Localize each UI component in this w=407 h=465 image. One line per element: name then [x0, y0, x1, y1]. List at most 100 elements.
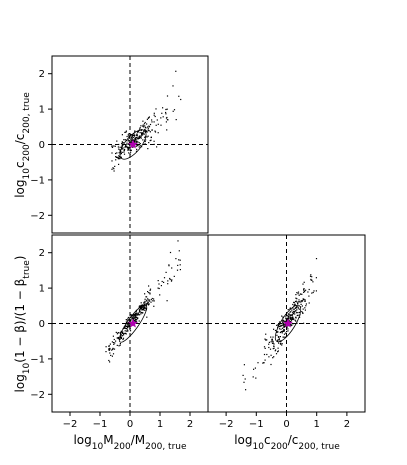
scatter-point — [169, 251, 172, 254]
scatter-point — [129, 153, 131, 155]
scatter-point — [122, 142, 124, 144]
scatter-point — [313, 290, 315, 292]
scatter-point — [127, 318, 129, 320]
scatter-point — [129, 330, 132, 332]
scatter-point — [297, 307, 299, 309]
scatter-point — [282, 327, 284, 329]
scatter-point — [118, 345, 120, 347]
scatter-point — [294, 319, 296, 321]
scatter-point — [113, 342, 115, 344]
scatter-point — [290, 311, 292, 313]
scatter-point — [172, 110, 174, 112]
scatter-point — [162, 116, 164, 118]
scatter-point — [277, 331, 279, 333]
scatter-point — [136, 140, 138, 143]
scatter-point — [147, 298, 149, 300]
scatter-point — [135, 136, 137, 139]
scatter-point — [315, 258, 318, 260]
scatter-point — [289, 307, 291, 309]
scatter-point — [130, 134, 132, 136]
scatter-point — [148, 126, 151, 128]
scatter-point — [153, 298, 155, 300]
scatter-point — [123, 139, 125, 141]
scatter-point — [150, 136, 152, 138]
scatter-point — [120, 334, 122, 336]
scatter-point — [168, 265, 170, 267]
scatter-point — [303, 281, 305, 283]
scatter-point — [151, 119, 153, 121]
scatter-point — [139, 127, 141, 129]
scatter-point — [266, 353, 268, 356]
scatter-point — [253, 368, 255, 370]
scatter-point — [140, 313, 142, 315]
scatter-point — [111, 168, 113, 170]
scatter-point — [295, 310, 297, 312]
x-tick-label: −2 — [219, 419, 234, 430]
scatter-point — [286, 330, 288, 333]
x-tick-label: 1 — [157, 419, 163, 430]
scatter-point — [142, 126, 145, 128]
scatter-point — [287, 330, 289, 332]
scatter-point — [310, 278, 312, 280]
scatter-point — [117, 158, 119, 160]
scatter-point — [278, 338, 280, 340]
scatter-point — [179, 269, 181, 271]
scatter-point — [292, 311, 294, 313]
scatter-point — [257, 362, 259, 364]
scatter-point — [128, 143, 130, 145]
scatter-point — [148, 303, 150, 305]
scatter-point — [298, 299, 300, 301]
scatter-point — [300, 300, 302, 302]
scatter-point — [127, 147, 129, 150]
scatter-point — [151, 129, 153, 131]
scatter-point — [115, 340, 117, 342]
scatter-point — [294, 303, 296, 305]
scatter-point — [131, 138, 133, 140]
scatter-point — [300, 303, 302, 305]
scatter-point — [166, 119, 168, 121]
scatter-point — [145, 305, 147, 307]
scatter-point — [167, 280, 169, 282]
scatter-point — [158, 283, 160, 285]
scatter-point — [128, 147, 130, 149]
scatter-point — [116, 152, 118, 154]
scatter-point — [302, 312, 304, 314]
scatter-point — [303, 288, 305, 291]
scatter-point — [118, 152, 120, 154]
scatter-point — [171, 279, 173, 281]
scatter-point — [137, 313, 139, 315]
scatter-point — [284, 336, 287, 338]
scatter-point — [113, 170, 115, 172]
scatter-point — [297, 312, 299, 314]
scatter-point — [151, 121, 153, 123]
scatter-point — [179, 259, 181, 261]
scatter-point — [145, 307, 147, 309]
scatter-point — [283, 329, 285, 331]
scatter-point — [298, 311, 300, 313]
scatter-point — [148, 285, 150, 287]
scatter-point — [149, 140, 151, 142]
y-tick-label: −2 — [30, 390, 45, 401]
scatter-point — [285, 332, 287, 334]
scatter-point — [147, 135, 149, 137]
x-ticks: −2 −1 0 1 2 — [63, 412, 193, 430]
scatter-point — [114, 342, 116, 344]
scatter-point — [173, 109, 176, 111]
scatter-point — [148, 116, 150, 118]
scatter-point — [125, 321, 127, 323]
scatter-point — [297, 306, 299, 308]
scatter-point — [133, 134, 136, 136]
scatter-point — [133, 313, 135, 316]
scatter-point — [136, 133, 138, 135]
scatter-point — [277, 351, 279, 353]
scatter-points — [105, 240, 181, 363]
scatter-point — [305, 289, 307, 291]
scatter-point — [136, 145, 138, 147]
scatter-point — [273, 328, 275, 330]
scatter-point — [293, 308, 295, 310]
scatter-point — [165, 113, 167, 115]
scatter-point — [132, 146, 134, 148]
scatter-point — [157, 287, 159, 289]
scatter-point — [284, 324, 286, 326]
